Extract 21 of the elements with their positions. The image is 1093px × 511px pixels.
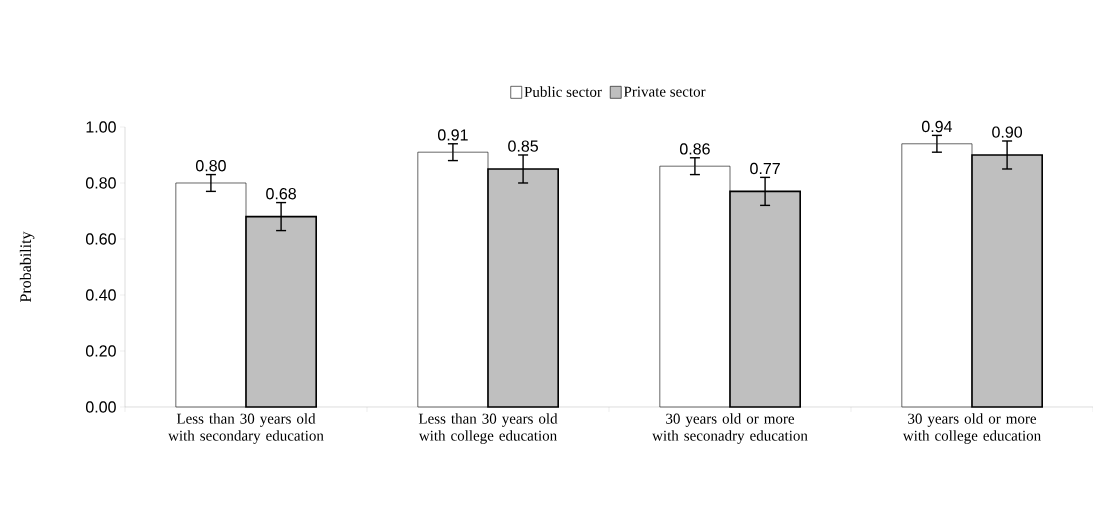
legend-label: Private sector	[623, 86, 706, 97]
y-tick-label: 0.20	[85, 345, 116, 357]
data-label: 0.91	[437, 129, 468, 141]
x-tick-label: 30 years old or more with seconadry education	[652, 413, 808, 444]
x-tick-label: Less than 30 years old with secondary education	[168, 413, 324, 444]
y-tick-label: 1.00	[86, 121, 116, 133]
y-tick-label: 0.60	[85, 233, 116, 245]
data-label: 0.68	[266, 188, 296, 200]
y-axis-title: Probability	[19, 231, 35, 303]
y-tick-label: 0.00	[85, 401, 116, 413]
x-tick-label: Less than 30 years old with college education	[418, 413, 558, 444]
data-label: 0.86	[679, 143, 710, 155]
y-tick-label: 0.40	[85, 289, 116, 301]
x-tick-label: 30 years old or more with college education	[902, 413, 1041, 444]
legend-label: Public sector	[524, 86, 602, 97]
data-label: 0.90	[992, 126, 1023, 138]
data-label: 0.85	[508, 140, 538, 152]
y-tick-label: 0.80	[85, 177, 116, 189]
data-label: 0.77	[750, 162, 780, 175]
data-label: 0.80	[195, 160, 226, 172]
data-label: 0.94	[921, 120, 953, 133]
